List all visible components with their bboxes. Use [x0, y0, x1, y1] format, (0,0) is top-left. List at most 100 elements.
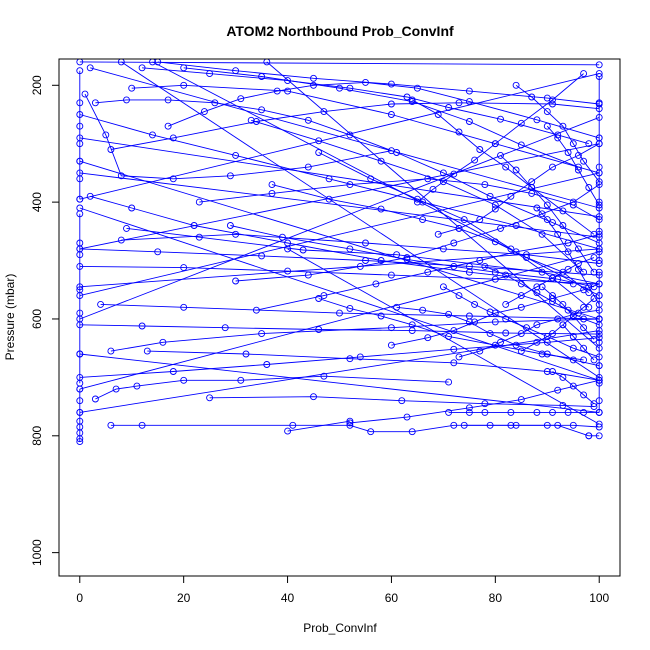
data-point	[455, 353, 463, 361]
data-point	[486, 308, 494, 316]
series-line	[79, 207, 600, 381]
data-point	[76, 169, 84, 177]
data-point	[107, 421, 115, 429]
data-point	[408, 428, 416, 436]
data-point	[315, 326, 323, 333]
data-point	[543, 122, 551, 130]
data-point	[585, 140, 593, 148]
series-line	[287, 420, 350, 432]
data-point	[574, 166, 582, 174]
data-point	[76, 350, 84, 358]
series-37	[393, 303, 603, 370]
data-point	[180, 81, 188, 89]
data-point	[226, 172, 234, 180]
data-point	[569, 312, 577, 320]
data-point	[310, 74, 317, 82]
data-point	[76, 157, 84, 165]
series-43	[481, 262, 603, 329]
data-point	[580, 303, 588, 311]
series-line	[79, 324, 600, 335]
data-point	[465, 404, 473, 412]
data-point	[128, 84, 136, 92]
data-point	[471, 156, 479, 164]
data-point	[465, 318, 473, 326]
series-line	[266, 61, 600, 349]
data-point	[284, 427, 292, 435]
data-point	[465, 262, 473, 270]
series-line	[79, 114, 600, 250]
data-point	[595, 70, 603, 78]
series-41	[439, 283, 603, 361]
series-line	[79, 337, 600, 378]
data-point	[138, 64, 146, 72]
series-line	[121, 61, 600, 378]
data-point	[138, 421, 146, 429]
series-19	[460, 421, 603, 431]
data-point	[595, 178, 603, 186]
data-point	[559, 122, 567, 130]
series-line	[199, 178, 600, 220]
data-point	[580, 315, 588, 323]
series-14	[143, 347, 603, 384]
data-point	[387, 111, 395, 118]
data-point	[528, 184, 536, 191]
data-point	[91, 99, 99, 107]
data-point	[569, 421, 577, 429]
data-point	[76, 195, 84, 203]
series-layer	[76, 58, 603, 446]
data-point	[226, 222, 234, 229]
data-point	[455, 128, 463, 136]
x-axis-label: Prob_ConvInf	[303, 621, 377, 635]
data-point	[450, 359, 458, 367]
data-point	[180, 376, 188, 384]
data-point	[595, 100, 603, 108]
y-axis: 200 400 600 800 1000	[30, 75, 60, 566]
series-70	[76, 113, 603, 323]
data-point	[76, 204, 84, 212]
data-point	[97, 300, 105, 308]
series-line	[79, 172, 600, 297]
x-tick-label: 0	[76, 591, 83, 605]
data-point	[549, 274, 556, 282]
x-tick-label: 20	[177, 591, 191, 605]
y-tick-label: 400	[30, 192, 44, 212]
data-point	[595, 169, 603, 177]
series-26	[138, 64, 593, 148]
series-10	[123, 224, 603, 288]
data-point	[164, 122, 172, 130]
data-point	[320, 292, 328, 300]
data-point	[549, 163, 556, 171]
data-point	[533, 116, 541, 124]
data-point	[595, 61, 603, 69]
data-point	[481, 400, 489, 408]
data-point	[429, 185, 437, 193]
data-point	[258, 106, 266, 114]
data-point	[502, 329, 510, 337]
series-line	[396, 306, 600, 367]
series-69	[284, 245, 603, 428]
data-point	[564, 408, 572, 416]
data-point	[284, 87, 292, 95]
data-point	[595, 271, 603, 279]
series-line	[552, 371, 595, 405]
data-point	[76, 315, 84, 323]
data-point	[133, 382, 141, 390]
series-line	[443, 286, 600, 358]
series-50	[543, 122, 603, 209]
data-point	[481, 181, 489, 189]
data-point	[549, 408, 556, 416]
data-point	[76, 292, 84, 300]
data-point	[159, 338, 167, 346]
series-54	[76, 334, 603, 381]
data-point	[595, 140, 603, 148]
data-point	[595, 248, 603, 256]
data-point	[595, 105, 603, 113]
data-point	[273, 87, 281, 95]
data-point	[76, 283, 84, 291]
data-point	[590, 356, 598, 364]
data-point	[595, 260, 603, 267]
data-point	[336, 309, 343, 317]
series-line	[79, 116, 600, 320]
data-point	[465, 87, 473, 95]
data-point	[445, 310, 453, 318]
